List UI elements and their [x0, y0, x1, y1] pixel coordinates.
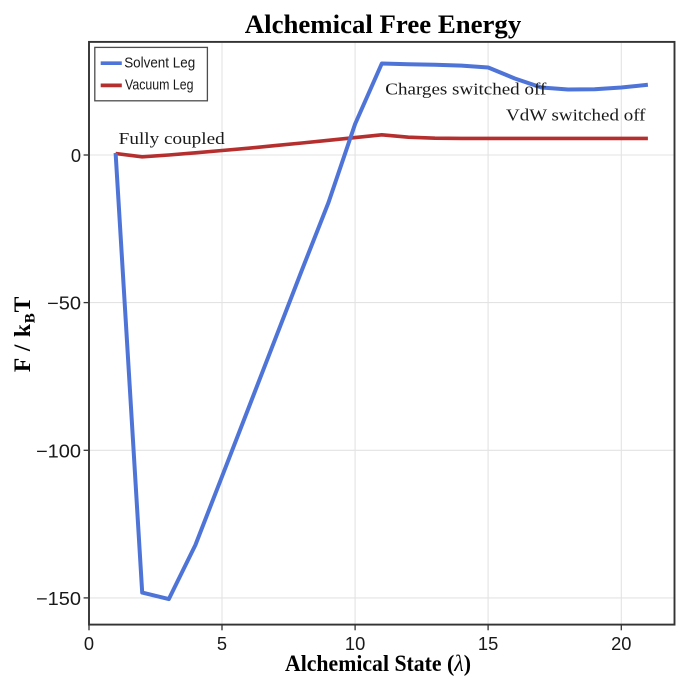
svg-text:0: 0	[71, 145, 81, 166]
svg-text:Fully coupled: Fully coupled	[119, 129, 226, 148]
svg-text:Charges switched off: Charges switched off	[385, 80, 546, 99]
svg-text:10: 10	[345, 633, 365, 654]
svg-text:Alchemical Free Energy: Alchemical Free Energy	[245, 10, 522, 39]
svg-text:F / kBT: F / kBT	[10, 296, 39, 372]
svg-text:−50: −50	[47, 293, 81, 314]
svg-text:Solvent Leg: Solvent Leg	[124, 55, 195, 71]
svg-text:−100: −100	[36, 440, 81, 461]
svg-text:20: 20	[611, 633, 631, 654]
svg-text:−150: −150	[36, 588, 81, 609]
svg-text:5: 5	[217, 633, 227, 654]
svg-text:VdW switched off: VdW switched off	[506, 105, 646, 124]
svg-text:0: 0	[84, 633, 94, 654]
svg-text:15: 15	[478, 633, 498, 654]
svg-text:Vacuum Leg: Vacuum Leg	[125, 78, 194, 94]
svg-text:Alchemical State (λ): Alchemical State (λ)	[285, 651, 471, 676]
